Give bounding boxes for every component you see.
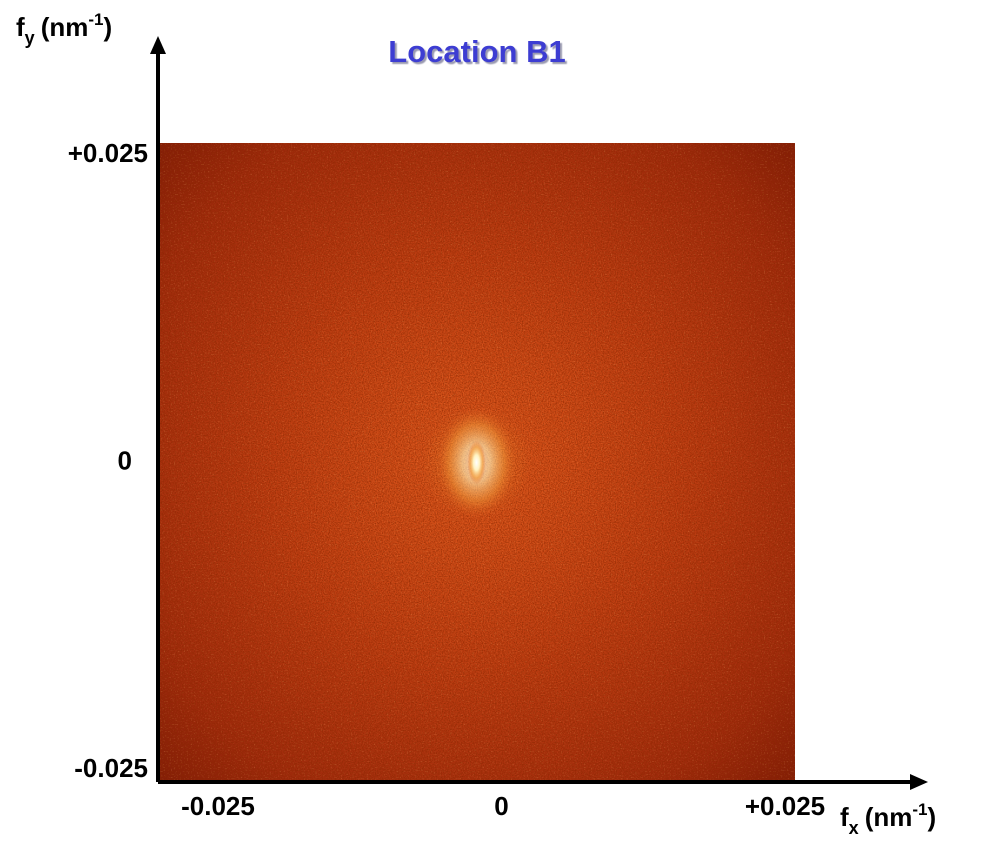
label-part: ) xyxy=(103,12,112,42)
label-sub: x xyxy=(849,818,859,838)
y-tick-label: +0.025 xyxy=(68,138,148,168)
x-tick-label: 0 xyxy=(494,791,508,821)
center-peak xyxy=(467,440,486,485)
label-part: ) xyxy=(927,802,936,832)
label-sup: -1 xyxy=(88,10,103,29)
y-tick-label: 0 xyxy=(118,445,132,475)
label-part: (nm xyxy=(865,802,913,832)
y-tick-label: -0.025 xyxy=(74,753,148,783)
label-sup: -1 xyxy=(912,800,927,819)
y-axis-arrow xyxy=(150,36,166,54)
label-sub: y xyxy=(25,28,35,48)
x-axis-label: fx (nm-1) xyxy=(840,800,936,838)
label-part: f xyxy=(840,802,849,832)
plot-area xyxy=(158,143,795,782)
x-tick-label: -0.025 xyxy=(181,791,255,821)
label-part: (nm xyxy=(41,12,89,42)
y-axis-label: fy (nm-1) xyxy=(16,10,112,48)
x-axis-arrow xyxy=(910,774,928,790)
label-part: f xyxy=(16,12,25,42)
chart-title: Location B1 xyxy=(388,34,565,69)
x-tick-label: +0.025 xyxy=(745,791,825,821)
